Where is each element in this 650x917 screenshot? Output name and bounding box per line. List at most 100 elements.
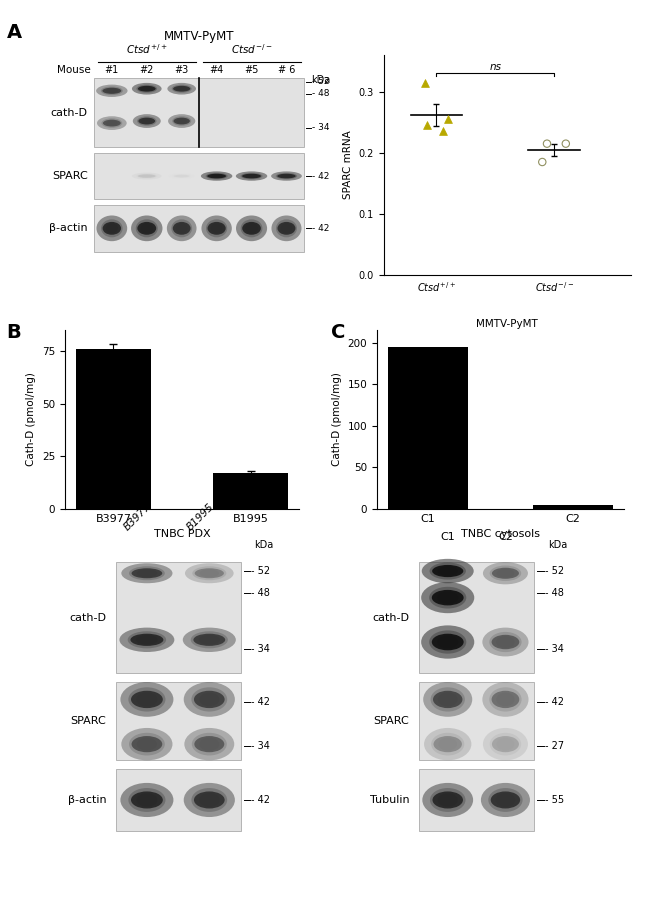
Point: [422, 118, 432, 133]
Point: [542, 137, 552, 151]
Text: MMTV-PyMT: MMTV-PyMT: [476, 319, 538, 329]
Ellipse shape: [489, 632, 521, 652]
Ellipse shape: [245, 223, 258, 234]
Ellipse shape: [136, 84, 157, 93]
Text: #5: #5: [244, 65, 259, 75]
Text: kDa: kDa: [311, 75, 330, 85]
X-axis label: TNBC cytosols: TNBC cytosols: [461, 529, 540, 539]
Text: #3: #3: [175, 65, 188, 75]
Ellipse shape: [141, 118, 152, 124]
Text: β-actin: β-actin: [49, 224, 88, 233]
Text: - 48: - 48: [313, 89, 330, 98]
Point: [560, 137, 571, 151]
Ellipse shape: [136, 569, 157, 577]
Text: Mouse: Mouse: [57, 65, 91, 75]
Bar: [94, 152, 304, 199]
Text: $Ctsd^{+/+}$: $Ctsd^{+/+}$: [126, 42, 168, 56]
Ellipse shape: [429, 630, 466, 654]
Ellipse shape: [430, 788, 465, 812]
Ellipse shape: [141, 174, 153, 178]
Ellipse shape: [96, 84, 127, 97]
Ellipse shape: [120, 783, 174, 817]
Ellipse shape: [492, 736, 519, 752]
Ellipse shape: [240, 219, 263, 238]
Ellipse shape: [105, 88, 118, 94]
Bar: [116, 769, 240, 831]
Ellipse shape: [122, 728, 172, 760]
Ellipse shape: [185, 563, 233, 583]
Ellipse shape: [423, 682, 473, 717]
Ellipse shape: [132, 83, 162, 94]
Text: - 34: - 34: [252, 741, 270, 751]
Ellipse shape: [491, 635, 519, 649]
Ellipse shape: [488, 788, 523, 812]
Ellipse shape: [421, 582, 474, 613]
Ellipse shape: [136, 173, 157, 179]
Ellipse shape: [492, 568, 519, 579]
Text: B3977: B3977: [122, 502, 153, 532]
Ellipse shape: [176, 118, 187, 124]
Ellipse shape: [245, 174, 258, 178]
Ellipse shape: [136, 635, 158, 645]
Ellipse shape: [202, 215, 232, 241]
Ellipse shape: [437, 793, 458, 807]
Ellipse shape: [432, 590, 463, 605]
Ellipse shape: [432, 791, 463, 809]
Text: C2: C2: [498, 532, 513, 542]
Ellipse shape: [176, 223, 188, 234]
Text: A: A: [6, 23, 21, 42]
Ellipse shape: [129, 567, 165, 580]
Text: - 42: - 42: [252, 697, 270, 707]
Ellipse shape: [496, 692, 515, 706]
Point: [438, 124, 448, 138]
Ellipse shape: [183, 627, 236, 652]
Ellipse shape: [432, 634, 463, 650]
Ellipse shape: [185, 728, 234, 760]
Ellipse shape: [272, 215, 302, 241]
Ellipse shape: [106, 223, 118, 234]
Ellipse shape: [489, 566, 521, 581]
Ellipse shape: [176, 86, 187, 91]
Ellipse shape: [101, 118, 122, 127]
Bar: [94, 79, 304, 147]
Ellipse shape: [194, 691, 225, 708]
Ellipse shape: [101, 219, 123, 238]
Ellipse shape: [101, 86, 123, 95]
Bar: [116, 682, 240, 759]
Ellipse shape: [122, 563, 172, 583]
Ellipse shape: [276, 219, 297, 238]
Ellipse shape: [141, 86, 153, 91]
Ellipse shape: [136, 793, 157, 807]
Text: SPARC: SPARC: [52, 171, 88, 181]
Ellipse shape: [103, 88, 122, 94]
Ellipse shape: [482, 682, 528, 717]
Text: - 48: - 48: [545, 588, 564, 598]
Ellipse shape: [97, 116, 127, 130]
Ellipse shape: [194, 791, 225, 809]
Text: - 34: - 34: [545, 644, 564, 654]
Text: - 48: - 48: [252, 588, 270, 598]
Ellipse shape: [137, 116, 157, 126]
Text: C1: C1: [440, 532, 455, 542]
Ellipse shape: [192, 733, 227, 756]
Ellipse shape: [120, 627, 174, 652]
Text: - 52: - 52: [252, 566, 270, 576]
Ellipse shape: [128, 788, 166, 812]
Ellipse shape: [131, 634, 163, 646]
Text: - 34: - 34: [313, 124, 330, 132]
Text: SPARC: SPARC: [71, 716, 107, 726]
Ellipse shape: [483, 728, 528, 760]
Ellipse shape: [422, 783, 473, 817]
Ellipse shape: [191, 788, 228, 812]
Ellipse shape: [278, 222, 296, 235]
Ellipse shape: [242, 173, 261, 179]
Bar: [419, 562, 534, 673]
Ellipse shape: [172, 174, 191, 178]
Ellipse shape: [131, 691, 162, 708]
Bar: [419, 769, 534, 831]
Text: - 52: - 52: [313, 77, 330, 86]
Ellipse shape: [128, 688, 166, 712]
Ellipse shape: [432, 565, 463, 577]
Ellipse shape: [103, 119, 121, 127]
Text: cath-D: cath-D: [51, 108, 88, 117]
